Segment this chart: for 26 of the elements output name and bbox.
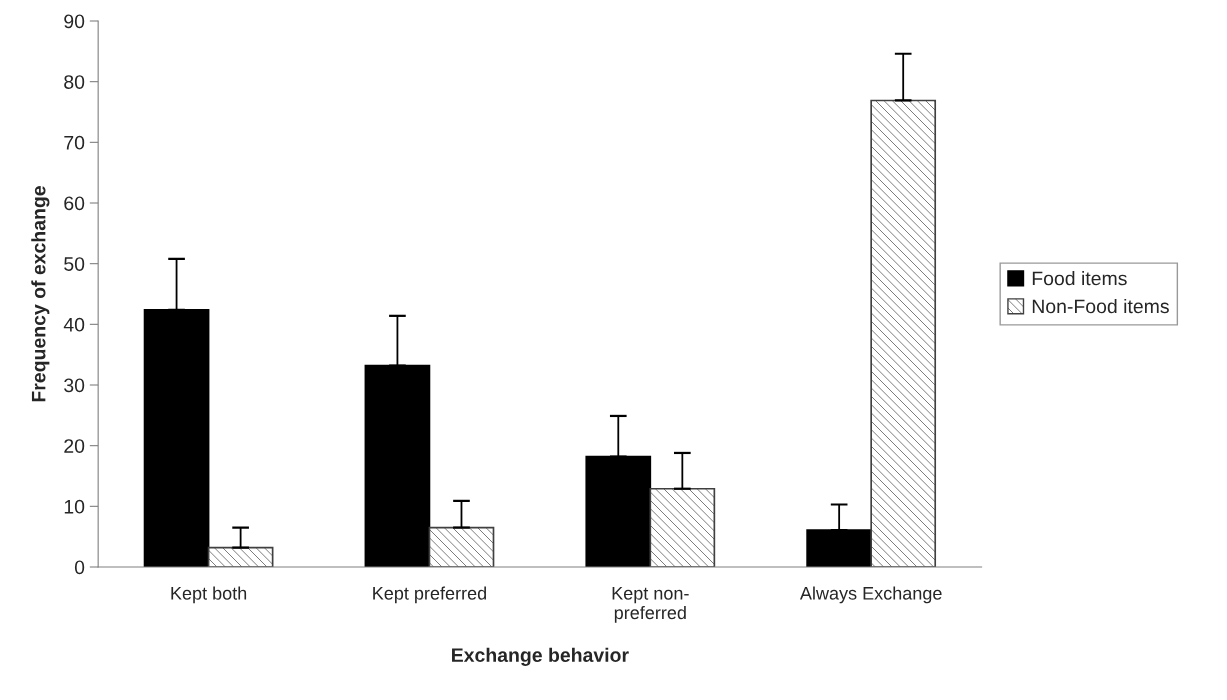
y-tick-label: 60 xyxy=(64,196,85,211)
y-tick-label: 30 xyxy=(64,378,85,393)
y-tick-label: 90 xyxy=(64,14,85,29)
legend-label: Non-Food items xyxy=(1032,298,1169,314)
x-tick-label: Kept both xyxy=(171,586,247,604)
legend-label: Food items xyxy=(1032,271,1127,286)
bar xyxy=(806,529,873,567)
bar xyxy=(649,487,716,567)
bar xyxy=(428,526,495,567)
y-tick-label: 0 xyxy=(74,560,85,575)
x-tick-label: Always Exchange xyxy=(799,586,942,604)
bar xyxy=(207,546,274,567)
bar xyxy=(585,455,652,567)
y-tick-label: 10 xyxy=(64,499,85,514)
y-tick-label: 70 xyxy=(64,135,85,150)
bar xyxy=(143,308,210,567)
x-axis-title: Exchange behavior xyxy=(452,647,629,666)
x-tick-label: Kept preferred xyxy=(373,586,486,604)
y-axis-title: Frequency of exchange xyxy=(31,186,50,402)
x-tick-label: Kept non- preferred xyxy=(612,587,689,623)
y-tick-label: 40 xyxy=(63,317,85,332)
bar xyxy=(870,99,937,567)
y-tick-label: 20 xyxy=(64,439,85,453)
y-tick-label: 50 xyxy=(64,257,85,271)
bar xyxy=(364,364,431,567)
y-tick-label: 80 xyxy=(64,75,85,89)
